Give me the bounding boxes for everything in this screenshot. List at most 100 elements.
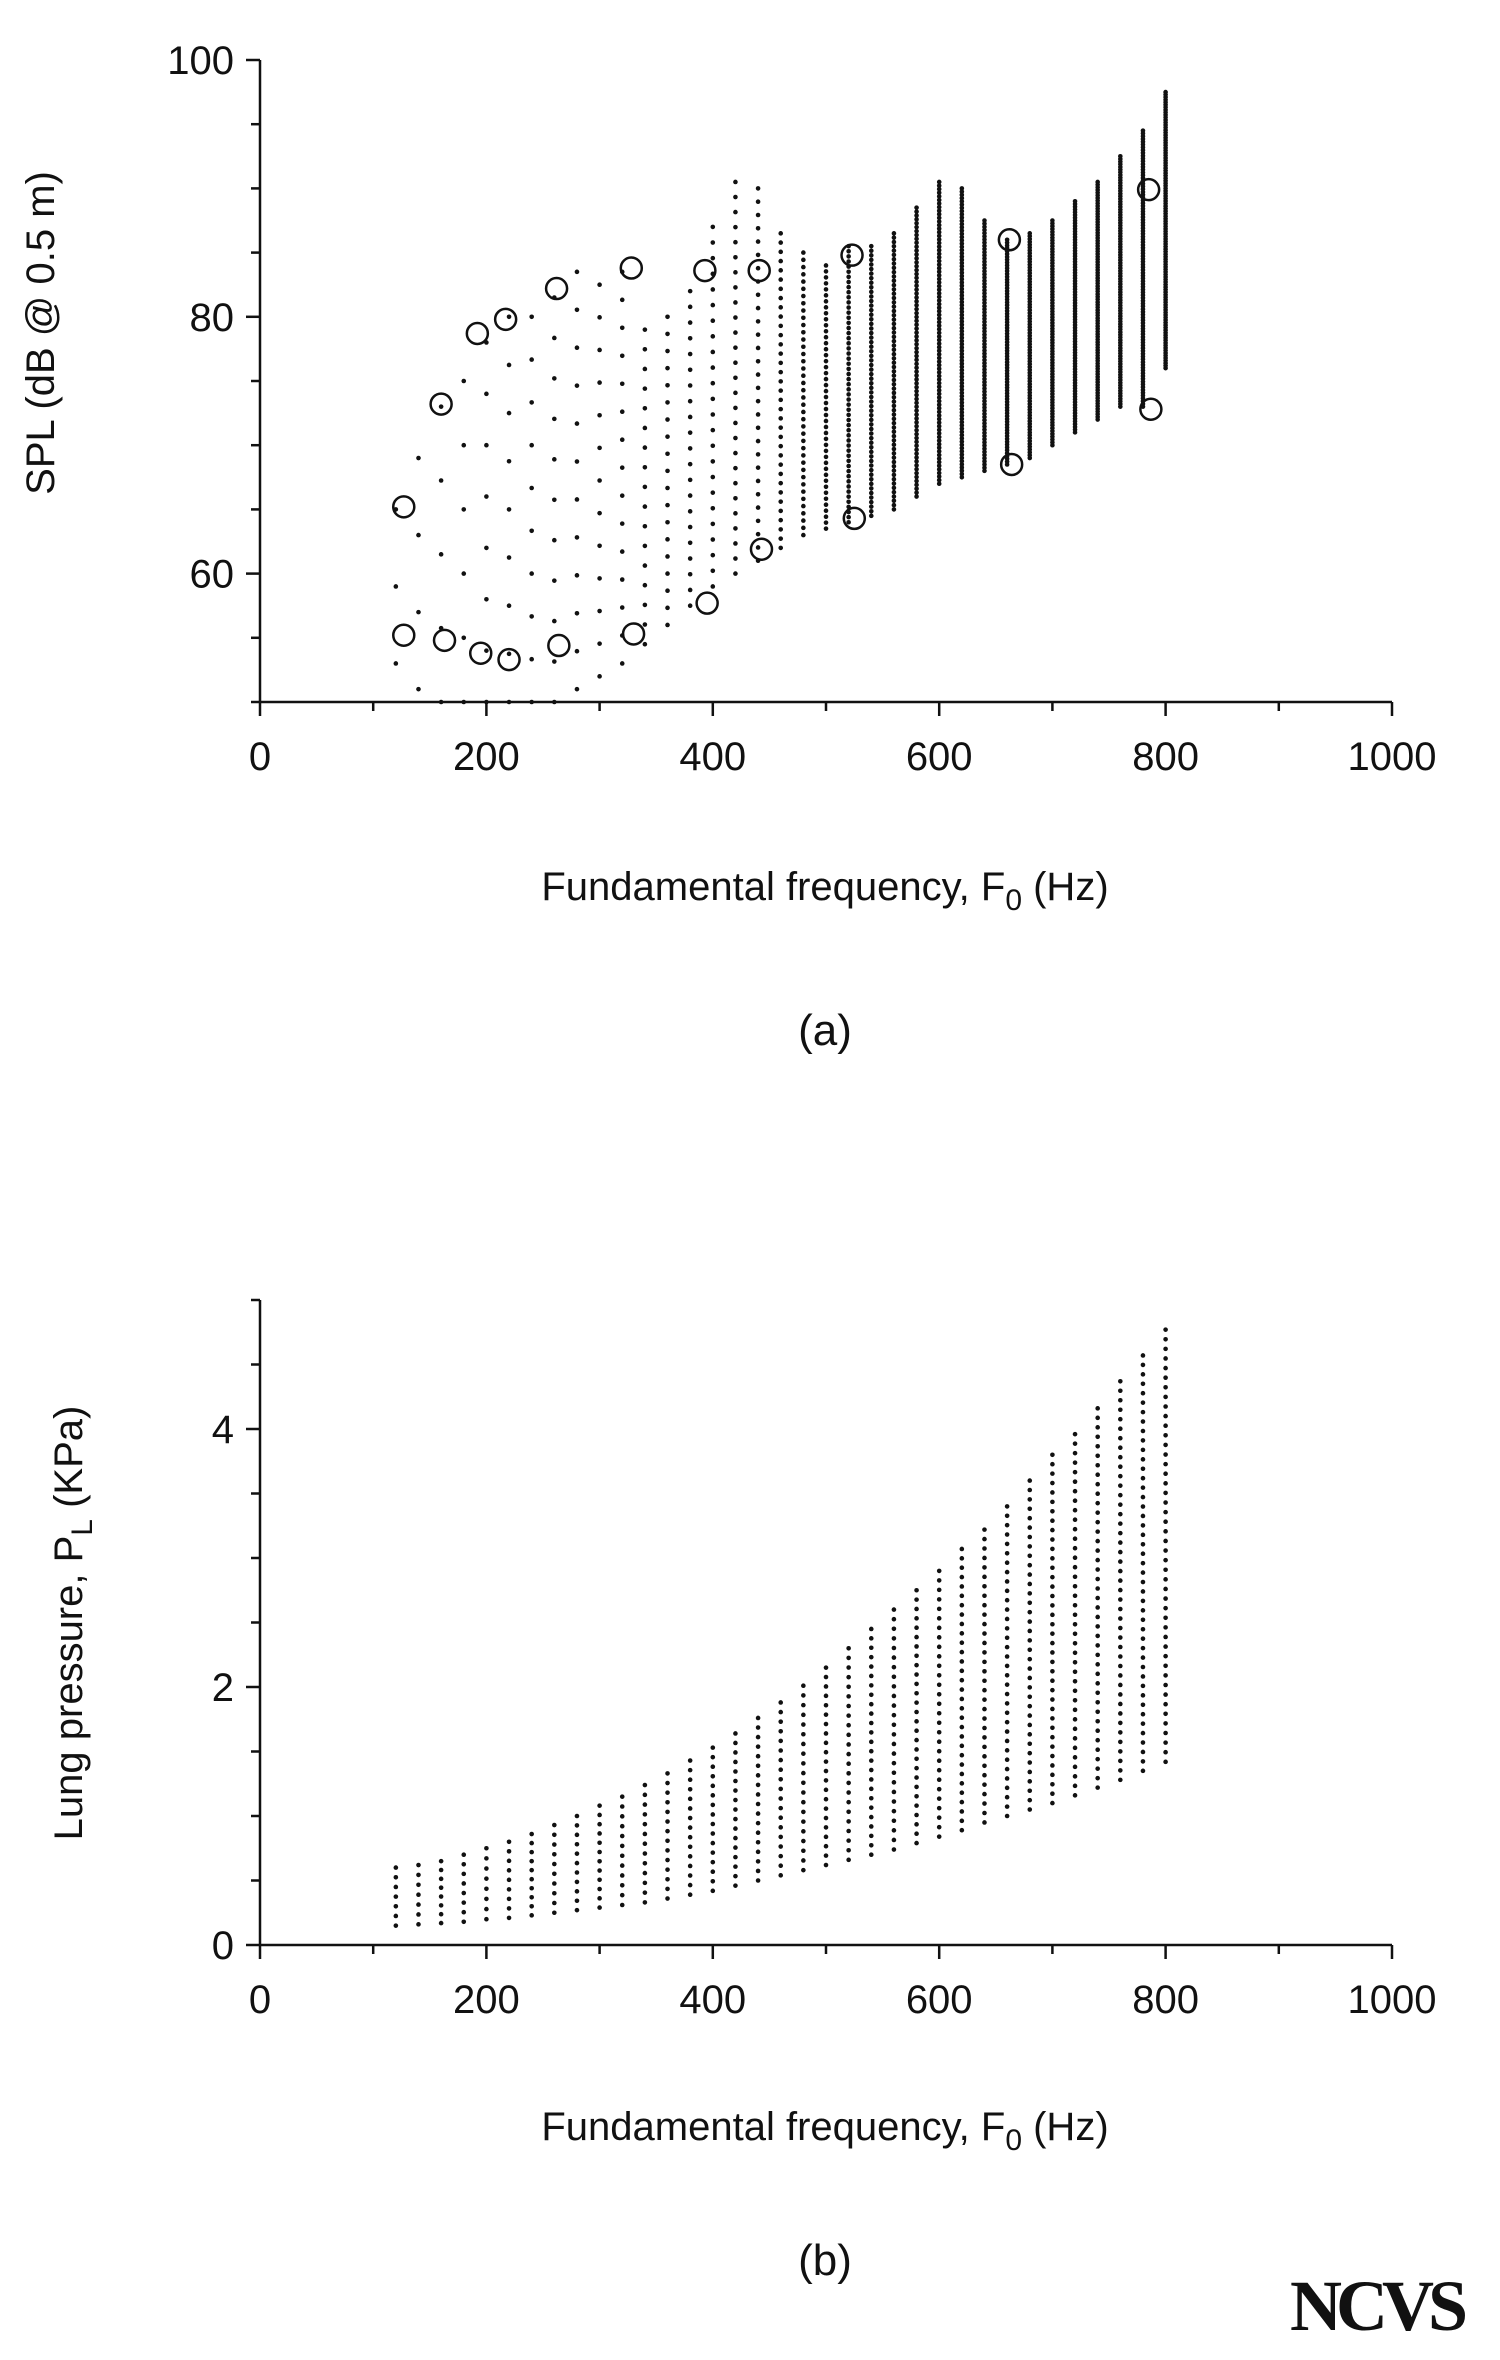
panel-b-data-point bbox=[642, 1802, 648, 1807]
panel-a-data-point bbox=[982, 329, 987, 334]
panel-a-data-point bbox=[846, 351, 851, 356]
panel-b-data-point bbox=[1140, 1579, 1146, 1585]
panel-b-data-point bbox=[868, 1795, 874, 1801]
panel-b-data-point bbox=[936, 1606, 942, 1612]
panel-b-data-point bbox=[982, 1735, 987, 1740]
panel-a-data-point bbox=[959, 371, 965, 376]
panel-a-data-point bbox=[936, 423, 942, 429]
panel-a-data-point bbox=[801, 337, 806, 342]
panel-a-data-point bbox=[936, 456, 942, 461]
panel-b-data-point bbox=[846, 1799, 851, 1805]
panel-b-data-point bbox=[1163, 1567, 1168, 1573]
panel-b-data-point bbox=[1095, 1614, 1100, 1620]
panel-a-data-point bbox=[506, 555, 512, 560]
panel-b-data-point bbox=[1095, 1576, 1100, 1582]
panel-a-measured-point bbox=[621, 622, 646, 646]
panel-b-data-point bbox=[438, 1876, 444, 1882]
panel-b-data-point bbox=[1027, 1591, 1033, 1596]
panel-b-data-point bbox=[801, 1702, 806, 1708]
panel-b-data-point bbox=[846, 1838, 851, 1843]
panel-b-data-point bbox=[1163, 1596, 1168, 1601]
panel-a-data-point bbox=[959, 432, 965, 438]
panel-a-data-point bbox=[687, 383, 693, 388]
panel-a-data-point bbox=[982, 395, 987, 401]
panel-b-data-point bbox=[1095, 1548, 1100, 1553]
panel-b-data-point bbox=[1118, 1549, 1123, 1555]
panel-a-data-point bbox=[778, 397, 784, 403]
panel-b-data-point bbox=[1140, 1400, 1146, 1405]
panel-b-data-point bbox=[1027, 1760, 1033, 1765]
panel-b-data-point bbox=[574, 1832, 580, 1838]
panel-b-data-point bbox=[1163, 1538, 1168, 1544]
panel-b-data-point bbox=[846, 1694, 851, 1699]
panel-a-data-point bbox=[914, 349, 919, 355]
panel-b-data-point bbox=[1004, 1804, 1010, 1809]
panel-b-data-point bbox=[1004, 1626, 1010, 1631]
panel-a-data-point bbox=[891, 502, 897, 508]
panel-a-data-point bbox=[936, 348, 942, 354]
panel-a-data-point bbox=[665, 537, 670, 542]
panel-a-data-point bbox=[914, 232, 919, 238]
panel-a-data-point bbox=[982, 427, 987, 432]
panel-a-data-point bbox=[755, 452, 761, 457]
panel-a-measured-point bbox=[842, 506, 867, 531]
panel-a-data-point bbox=[959, 205, 965, 211]
panel-a-data-point bbox=[733, 179, 738, 185]
panel-b-data-point bbox=[1072, 1631, 1078, 1637]
panel-b-data-point bbox=[1027, 1797, 1033, 1803]
panel-b-data-point bbox=[868, 1833, 874, 1839]
panel-a-data-point bbox=[914, 466, 919, 472]
panel-b-data-point bbox=[846, 1761, 851, 1766]
panel-a-data-point bbox=[801, 315, 806, 321]
panel-a-data-point bbox=[959, 247, 965, 253]
panel-b-data-point bbox=[733, 1816, 738, 1822]
panel-a-data-point bbox=[914, 205, 919, 210]
panel-a-data-point bbox=[416, 455, 421, 461]
panel-b-data-point bbox=[1004, 1616, 1010, 1622]
panel-a-data-point bbox=[416, 532, 421, 538]
panel-b-data-point bbox=[1004, 1551, 1010, 1556]
panel-b-data-point bbox=[710, 1783, 716, 1789]
panel-b-y-axis-label-tail: (KPa) bbox=[47, 1406, 91, 1519]
panel-a-data-point bbox=[823, 287, 829, 292]
panel-a-data-point bbox=[914, 271, 919, 277]
panel-a-data-point bbox=[597, 510, 602, 516]
panel-b-data-point bbox=[755, 1792, 761, 1797]
panel-a-data-point bbox=[778, 240, 784, 245]
panel-a-data-point bbox=[868, 339, 874, 345]
panel-a-dot-column bbox=[1050, 218, 1055, 448]
panel-b-data-point bbox=[1118, 1426, 1123, 1432]
panel-a-data-point bbox=[597, 412, 602, 418]
panel-a-data-point bbox=[801, 395, 806, 400]
panel-a-data-point bbox=[823, 424, 829, 430]
panel-a-data-point bbox=[914, 224, 919, 230]
panel-b-dot-column bbox=[1004, 1504, 1010, 1819]
panel-a-data-point bbox=[868, 403, 874, 409]
panel-a-data-point bbox=[778, 305, 784, 310]
panel-a-data-point bbox=[959, 380, 965, 386]
panel-a-data-point bbox=[552, 618, 557, 624]
panel-a-data-point bbox=[823, 281, 829, 286]
panel-b-data-point bbox=[1163, 1423, 1168, 1429]
panel-a-data-point bbox=[891, 507, 897, 512]
panel-b-dot-column bbox=[914, 1587, 919, 1846]
panel-b-data-point bbox=[1004, 1813, 1010, 1819]
panel-a-data-point bbox=[868, 499, 874, 505]
panel-b-data-point bbox=[778, 1738, 784, 1744]
panel-b-data-point bbox=[1163, 1384, 1168, 1390]
panel-b-data-point bbox=[1118, 1416, 1123, 1422]
panel-b-data-point bbox=[982, 1678, 987, 1684]
panel-b-data-point bbox=[982, 1574, 987, 1580]
panel-a-data-point bbox=[461, 442, 467, 448]
panel-b-data-point bbox=[846, 1713, 851, 1718]
panel-a-data-point bbox=[914, 295, 919, 300]
panel-a-data-point bbox=[959, 410, 965, 415]
panel-a-data-point bbox=[823, 275, 829, 280]
panel-a-data-point bbox=[846, 346, 851, 351]
panel-a-data-point bbox=[914, 455, 919, 460]
panel-a-data-point bbox=[914, 451, 919, 456]
panel-a-data-point bbox=[982, 294, 987, 299]
panel-b-data-point bbox=[823, 1778, 829, 1783]
panel-a-data-point bbox=[936, 219, 942, 224]
panel-b-data-point bbox=[438, 1920, 444, 1926]
